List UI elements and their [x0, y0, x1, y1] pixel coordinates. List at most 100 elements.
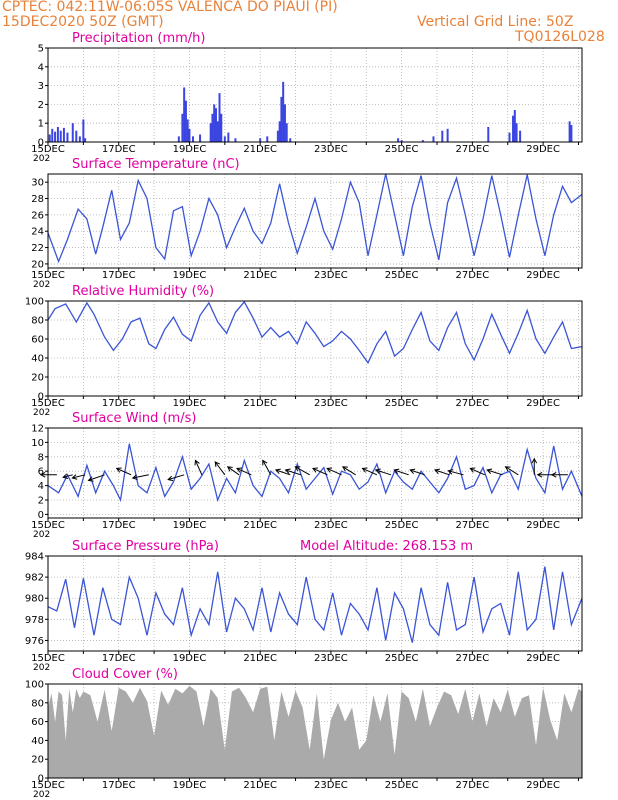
y-tick-label: 976 — [25, 636, 44, 647]
x-tick-label: 27DEC — [456, 780, 490, 791]
x-tick-label: 23DEC — [314, 653, 348, 664]
precip-bar — [71, 123, 74, 142]
panel-title: Cloud Cover (%) — [72, 667, 178, 682]
wind-arrow-head — [39, 471, 46, 478]
y-tick-label: 0 — [38, 392, 44, 403]
panel-title: Surface Pressure (hPa) — [72, 539, 219, 554]
y-tick-label: 100 — [25, 297, 44, 308]
panel-annotation: Model Altitude: 268.153 m — [300, 539, 473, 554]
x-tick-label: 29DEC — [526, 780, 560, 791]
wind-arrow — [214, 461, 226, 476]
precip-bar — [227, 132, 230, 142]
wind-arrow — [88, 474, 105, 481]
precip-bar — [213, 104, 216, 142]
precip-bar — [62, 127, 65, 142]
wind-arrow — [194, 460, 203, 476]
year-stub: 202 — [33, 790, 50, 800]
precip-bar — [56, 126, 59, 142]
wind-arrow-head — [235, 467, 242, 473]
x-tick-label: 23DEC — [314, 398, 348, 409]
panel-title: Precipitation (mm/h) — [72, 31, 205, 46]
wind-arrow-head — [226, 466, 233, 472]
x-tick-label: 15DEC — [31, 144, 65, 155]
panel-frame — [47, 683, 583, 779]
precip-bar — [446, 128, 449, 142]
precip-bar — [199, 134, 202, 142]
y-tick-label: 980 — [25, 594, 44, 605]
grid-line-info: Vertical Grid Line: 50Z — [417, 14, 574, 30]
x-tick-label: 15DEC — [31, 520, 65, 531]
x-tick-label: 15DEC — [31, 653, 65, 664]
model-id: TQ0126L028 — [515, 29, 605, 45]
wind-arrow-head — [486, 468, 493, 474]
precip-bar — [66, 132, 69, 142]
wind-arrow-head — [312, 467, 319, 473]
series-line — [47, 173, 583, 264]
x-tick-label: 25DEC — [385, 398, 419, 409]
wind-arrow — [326, 467, 342, 476]
precip-bar — [218, 93, 221, 142]
x-tick-label: 15DEC — [31, 270, 65, 281]
y-tick-label: 982 — [25, 573, 44, 584]
wind-arrow-head — [294, 466, 301, 472]
precip-bar — [214, 108, 217, 142]
wind-arrow — [342, 466, 356, 476]
precip-bar — [421, 140, 424, 142]
x-tick-label: 29DEC — [526, 653, 560, 664]
series-line — [47, 300, 583, 365]
y-tick-label: 28 — [31, 194, 44, 205]
x-tick-label: 19DEC — [173, 780, 207, 791]
wind-arrow — [236, 467, 252, 476]
y-tick-label: 0 — [38, 774, 44, 785]
precip-bar — [51, 128, 54, 142]
precip-bar — [48, 134, 51, 142]
precip-bar — [397, 138, 400, 142]
wind-arrow — [470, 467, 485, 476]
precip-bar — [54, 131, 57, 142]
x-tick-label: 25DEC — [385, 270, 419, 281]
wind-arrow — [448, 470, 464, 476]
wind-arrow — [505, 466, 519, 476]
x-tick-label: 25DEC — [385, 653, 419, 664]
precip-bar — [75, 130, 78, 142]
x-tick-label: 27DEC — [456, 144, 490, 155]
wind-arrow — [227, 466, 240, 476]
y-tick-label: 80 — [31, 316, 44, 327]
wind-arrow-head — [469, 467, 476, 473]
x-tick-label: 29DEC — [526, 520, 560, 531]
panel-title: Surface Temperature (nC) — [72, 157, 240, 172]
year-stub: 202 — [33, 154, 50, 164]
series-line — [47, 443, 583, 503]
precip-bar — [181, 113, 184, 142]
x-tick-label: 17DEC — [102, 520, 136, 531]
x-tick-label: 21DEC — [243, 144, 277, 155]
y-tick-label: 2 — [38, 496, 44, 507]
x-tick-label: 21DEC — [243, 270, 277, 281]
y-tick-label: 60 — [31, 335, 44, 346]
wind-arrow-head — [341, 466, 348, 472]
wind-arrow-head — [274, 468, 281, 475]
y-tick-label: 20 — [31, 259, 44, 270]
wind-arrow-head — [374, 468, 381, 474]
wind-arrow-head — [167, 475, 174, 482]
y-tick-label: 3 — [38, 81, 44, 92]
wind-arrow — [487, 469, 503, 476]
y-tick-label: 1 — [38, 119, 44, 130]
wind-arrow — [285, 469, 302, 476]
y-tick-label: 5 — [38, 44, 44, 55]
precip-bar — [220, 113, 223, 142]
wind-arrow-head — [284, 468, 291, 474]
y-tick-label: 6 — [38, 467, 44, 478]
x-tick-label: 23DEC — [314, 520, 348, 531]
wind-arrow — [132, 474, 149, 479]
wind-arrow — [295, 466, 310, 476]
x-tick-label: 19DEC — [173, 653, 207, 664]
precip-bar — [280, 96, 283, 142]
precip-bar — [223, 136, 226, 142]
precip-bar — [278, 121, 281, 142]
wind-arrow — [362, 467, 378, 476]
wind-arrow-head — [131, 474, 138, 480]
run-date: 15DEC2020 50Z (GMT) — [2, 14, 164, 30]
y-tick-label: 4 — [38, 481, 44, 492]
wind-arrow — [63, 474, 73, 478]
